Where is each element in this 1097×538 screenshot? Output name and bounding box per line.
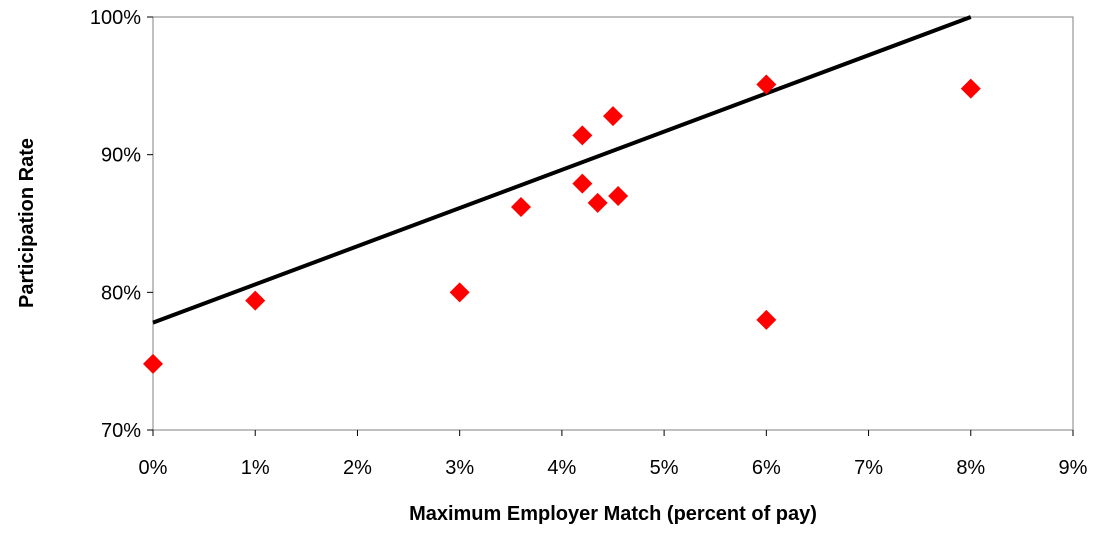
data-point [572, 125, 593, 146]
y-tick-label: 90% [101, 145, 141, 167]
data-point [756, 309, 777, 330]
data-point [608, 185, 629, 206]
y-tick-label: 100% [90, 7, 141, 29]
y-axis: 70% 80% 90% 100% [90, 7, 153, 442]
x-tick-label: 9% [1059, 457, 1088, 479]
plot-area [152, 16, 1074, 431]
x-tick-label: 7% [854, 457, 883, 479]
x-tick-label: 5% [650, 457, 679, 479]
x-tick-label: 2% [343, 457, 372, 479]
y-axis-title: Participation Rate [16, 138, 38, 308]
x-tick-label: 1% [241, 457, 270, 479]
trend-line [152, 15, 972, 325]
data-point [449, 282, 470, 303]
x-axis: 0% 1% 2% 3% 4% 5% 6% 7% 8% 9% [139, 430, 1088, 479]
y-tick-label: 70% [101, 420, 141, 442]
x-tick-label: 8% [956, 457, 985, 479]
data-point [603, 106, 623, 127]
data-point [511, 196, 531, 217]
data-point [245, 290, 266, 311]
data-points [143, 74, 981, 374]
data-point [143, 353, 163, 374]
data-point [572, 173, 593, 194]
data-point [756, 74, 777, 95]
x-tick-label: 4% [547, 457, 576, 479]
x-axis-title: Maximum Employer Match (percent of pay) [409, 503, 817, 525]
y-tick-label: 80% [101, 282, 141, 304]
data-point [587, 192, 608, 213]
x-tick-label: 3% [445, 457, 474, 479]
x-tick-label: 6% [752, 457, 781, 479]
data-point [960, 78, 981, 99]
x-tick-label: 0% [139, 457, 168, 479]
